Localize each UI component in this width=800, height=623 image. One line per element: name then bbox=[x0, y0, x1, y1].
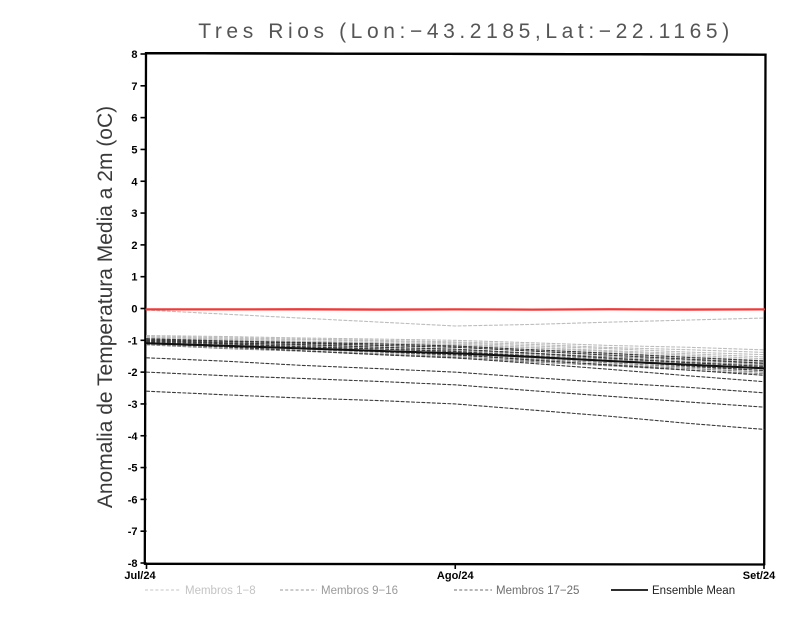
svg-text:3: 3 bbox=[131, 208, 137, 220]
svg-text:-3: -3 bbox=[128, 399, 138, 411]
svg-text:Ensemble Mean: Ensemble Mean bbox=[652, 585, 735, 597]
svg-text:1: 1 bbox=[131, 272, 137, 284]
svg-text:-8: -8 bbox=[128, 558, 138, 570]
svg-text:7: 7 bbox=[131, 81, 137, 93]
svg-text:6: 6 bbox=[131, 113, 137, 125]
svg-text:-1: -1 bbox=[128, 335, 138, 347]
svg-text:-5: -5 bbox=[128, 463, 138, 475]
svg-text:4: 4 bbox=[131, 176, 138, 188]
svg-text:2: 2 bbox=[131, 240, 137, 252]
svg-text:Membros 1−8: Membros 1−8 bbox=[185, 585, 256, 597]
svg-text:5: 5 bbox=[131, 144, 137, 156]
svg-text:-7: -7 bbox=[128, 526, 138, 538]
svg-text:Membros 9−16: Membros 9−16 bbox=[321, 585, 398, 597]
svg-text:Jul/24: Jul/24 bbox=[124, 570, 156, 582]
svg-text:-2: -2 bbox=[128, 367, 138, 379]
svg-text:-4: -4 bbox=[128, 431, 139, 443]
svg-text:Membros 17−25: Membros 17−25 bbox=[496, 585, 579, 597]
svg-text:0: 0 bbox=[131, 304, 137, 316]
svg-text:Set/24: Set/24 bbox=[743, 570, 776, 582]
svg-text:8: 8 bbox=[131, 49, 137, 61]
svg-text:Ago/24: Ago/24 bbox=[437, 570, 475, 582]
svg-text:-6: -6 bbox=[128, 494, 138, 506]
